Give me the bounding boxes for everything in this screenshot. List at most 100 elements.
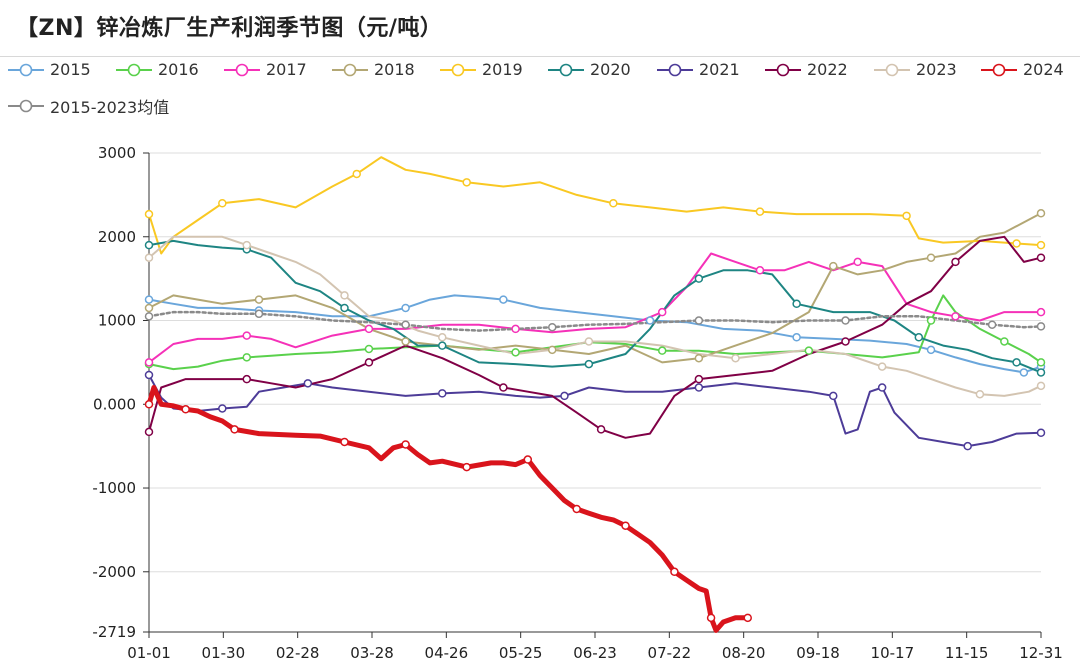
x-tick-label: 12-31 [1019,644,1063,662]
data-point-2019 [144,209,154,219]
legend-item-2015[interactable]: 2015 [8,60,91,79]
data-point-2017 [853,257,862,267]
y-tick-label: -2000 [92,563,136,581]
y-tick-label: 0.000 [93,395,136,413]
series-line-2015 [148,294,1042,374]
data-point-2021 [438,389,447,398]
series-line-2018 [148,212,1042,364]
legend-label: 2023 [916,60,957,79]
data-point-2018 [254,295,264,304]
data-point-2020 [438,341,447,350]
data-point-2019 [755,207,765,216]
data-point-2024 [706,613,716,623]
x-tick-label: 03-28 [350,644,394,662]
legend-item-2018[interactable]: 2018 [332,60,415,79]
legend-item-2023[interactable]: 2023 [874,60,957,79]
legend-item-2016[interactable]: 2016 [116,60,199,79]
legend-item-2020[interactable]: 2020 [548,60,631,79]
data-point-2023 [242,240,252,250]
legend-label: 2015 [50,60,91,79]
data-point-2023 [975,389,985,399]
data-point-2019 [1012,239,1021,248]
axis-layer: 3000 2000 1000 0.000 -1000 -2000 -2719 01-01 01-… [92,144,1062,662]
data-point-2024 [401,440,410,449]
legend-item-2021[interactable]: 2021 [657,60,740,79]
data-point-2016 [657,346,667,355]
series-line-2023 [148,235,1042,397]
title-divider [0,56,1080,57]
legend-item-2024[interactable]: 2024 [981,60,1064,79]
legend-item-2022[interactable]: 2022 [765,60,848,79]
data-point-2017 [1036,307,1046,317]
x-tick-label: 06-23 [573,644,617,662]
data-point-2018 [926,253,936,262]
data-point-2020 [792,299,801,309]
series-line-2020 [148,239,1042,374]
data-point-2018 [829,261,838,271]
data-point-2019 [1036,240,1046,250]
data-point-2024 [340,437,349,447]
legend-label: 2015-2023均值 [50,98,170,117]
data-point-2022 [951,257,960,267]
data-point-2019 [352,169,361,179]
data-point-2024 [230,425,239,434]
data-point-2015-2023 [144,312,154,321]
legend-label: 2016 [158,60,199,79]
data-point-2017 [657,307,667,317]
legend-label: 2021 [699,60,740,79]
data-point-2015 [926,345,936,355]
legend-swatch-icon [8,99,44,113]
data-point-2016 [242,353,252,362]
data-point-2015-2023 [401,320,410,329]
x-tick-label: 04-26 [425,644,469,662]
data-point-2024 [743,613,752,623]
legend-item-2015-2023[interactable]: 2015-2023均值 [8,94,169,118]
legend-item-2019[interactable]: 2019 [440,60,523,79]
data-point-2019 [609,199,618,208]
data-point-2016 [364,344,374,354]
data-point-2015 [645,316,655,325]
data-point-2021 [829,391,838,401]
data-point-2022 [499,383,508,392]
legend-swatch-icon [765,63,801,76]
x-tick-label: 07-22 [648,644,692,662]
data-point-2016 [1000,337,1009,346]
series-line-2016 [148,294,1042,371]
data-point-2021 [560,391,569,401]
legend-swatch-icon [332,63,368,76]
data-point-2022 [242,374,252,384]
x-tick-label: 02-28 [276,644,320,662]
data-point-2017 [755,266,765,275]
grid-layer [149,152,1041,573]
data-point-2015 [499,295,508,304]
data-point-2015-2023 [841,316,850,325]
x-tick-label: 01-01 [127,644,171,662]
legend-label: 2020 [590,60,631,79]
legend-item-2017[interactable]: 2017 [224,60,307,79]
data-point-2019 [902,211,911,221]
data-point-2022 [364,358,374,367]
data-point-2024 [621,521,630,530]
data-point-2023 [731,353,740,363]
data-point-2020 [914,333,924,342]
data-point-2015-2023 [1036,322,1046,331]
data-point-2015-2023 [547,322,557,332]
legend-swatch-icon [224,63,260,76]
data-point-2022 [144,427,154,437]
data-point-2020 [584,359,594,369]
data-point-2017 [951,312,960,321]
data-point-2024 [144,400,154,409]
x-tick-label: 01-30 [202,644,246,662]
data-point-2018 [1036,209,1046,218]
chart-title: 【ZN】锌冶炼厂生产利润季节图（元/吨） [16,16,443,41]
data-point-2019 [218,199,227,208]
legend-swatch-icon [874,63,910,76]
data-point-2018 [547,345,557,355]
data-point-2022 [1036,253,1046,262]
legend-label: 2024 [1023,60,1064,79]
data-point-2024 [572,504,581,514]
legend-swatch-icon [440,63,476,76]
marker-layer [144,169,1046,623]
data-point-2024 [181,405,190,414]
